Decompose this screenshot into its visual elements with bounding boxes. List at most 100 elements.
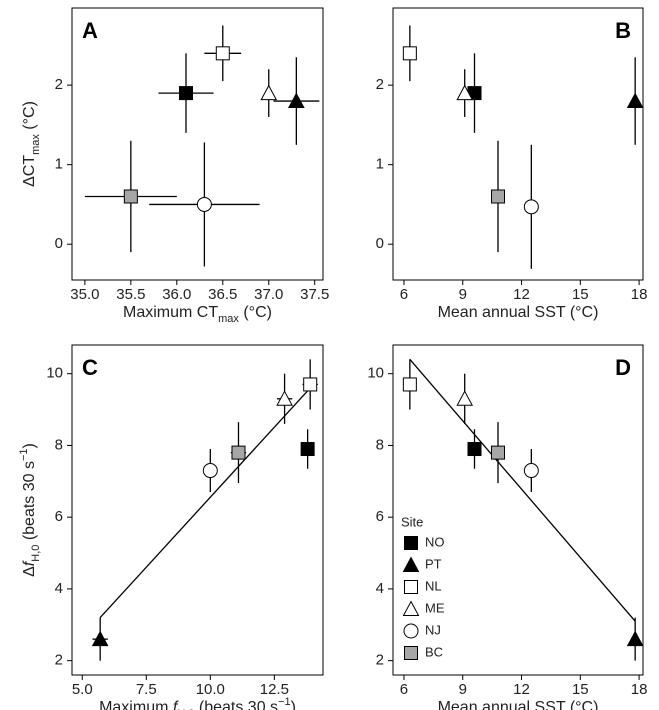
legend-label: NL — [425, 578, 442, 593]
y-tick-label: 10 — [367, 365, 384, 382]
marker — [402, 377, 417, 392]
x-axis-label: Maximum CTmax (°C) — [123, 304, 272, 325]
trend-line — [409, 358, 636, 622]
label-part: H,0 — [30, 545, 42, 562]
label-part: (°C) — [21, 101, 38, 134]
x-tick-label: 12.5 — [260, 681, 289, 698]
legend-swatch — [402, 600, 420, 616]
label-part: f — [21, 560, 38, 566]
marker — [491, 189, 506, 204]
y-tick-label: 8 — [376, 436, 384, 453]
panel-label: B — [615, 18, 631, 43]
panel-label: A — [82, 18, 98, 43]
x-tick-label: 7.5 — [136, 681, 157, 698]
legend-swatch — [404, 580, 418, 594]
x-tick-label: 15 — [572, 681, 589, 698]
label-part: Mean annual SST (°C) — [438, 699, 599, 710]
y-tick-label: 2 — [376, 76, 384, 93]
label-part: Maximum — [99, 699, 173, 710]
marker — [231, 445, 246, 460]
marker — [288, 92, 305, 109]
y-tick-label: 8 — [55, 436, 63, 453]
legend-entry: NL — [404, 578, 442, 594]
marker — [202, 463, 218, 479]
marker — [123, 189, 138, 204]
label-part: Mean annual SST (°C) — [438, 304, 599, 321]
label-part: f — [173, 699, 179, 710]
legend-swatch — [404, 536, 418, 550]
legend-entry: NJ — [403, 622, 441, 639]
legend-title: Site — [401, 514, 423, 529]
label-part: (beats 30 s — [194, 699, 278, 710]
x-tick-label: 35.5 — [116, 286, 145, 303]
legend-label: NO — [425, 534, 445, 549]
y-tick-label: 0 — [55, 235, 63, 252]
label-part: Δ — [21, 566, 38, 577]
label-part: −1 — [18, 448, 30, 461]
x-tick-label: 12 — [513, 681, 530, 698]
legend-swatch — [402, 556, 420, 572]
x-axis-label: Maximum fH,0 (beats 30 s−1) — [99, 696, 296, 710]
x-tick-label: 37.5 — [300, 286, 329, 303]
label-part: ) — [291, 699, 296, 710]
y-tick-label: 2 — [55, 652, 63, 669]
label-part: max — [218, 313, 239, 325]
marker — [626, 92, 644, 109]
x-axis-label: Mean annual SST (°C) — [438, 304, 599, 321]
x-tick-label: 6 — [400, 681, 408, 698]
marker — [196, 196, 212, 212]
legend-entry: BC — [404, 644, 443, 660]
y-axis-label: ΔfH,0 (beats 30 s−1) — [18, 443, 42, 577]
marker — [467, 442, 482, 457]
x-tick-label: 10.0 — [196, 681, 225, 698]
x-axis-label: Mean annual SST (°C) — [438, 699, 599, 710]
marker — [91, 630, 109, 647]
x-tick-label: 36.5 — [208, 286, 237, 303]
legend-entry: PT — [402, 556, 442, 572]
x-tick-label: 12 — [513, 286, 530, 303]
marker — [402, 46, 417, 61]
legend-entry: NO — [404, 534, 445, 550]
y-tick-label: 2 — [55, 76, 63, 93]
x-tick-label: 37.0 — [254, 286, 283, 303]
legend-swatch — [404, 646, 418, 660]
legend-label: NJ — [425, 622, 441, 637]
label-part: ) — [21, 443, 38, 448]
legend-label: ME — [425, 600, 445, 615]
plot-frame — [71, 344, 324, 676]
plot-frame — [392, 344, 644, 676]
marker — [626, 630, 644, 647]
marker — [179, 86, 194, 101]
panel-label: C — [82, 355, 98, 380]
marker — [215, 46, 230, 61]
marker — [276, 390, 293, 406]
panel-label: D — [615, 355, 631, 380]
marker — [523, 199, 539, 215]
y-tick-label: 10 — [46, 365, 63, 382]
plot-frame — [392, 7, 644, 281]
label-part: H,0 — [177, 708, 194, 710]
x-tick-label: 15 — [572, 286, 589, 303]
y-tick-label: 4 — [55, 580, 63, 597]
label-part: ΔCT — [21, 155, 38, 187]
x-tick-label: 9 — [459, 286, 467, 303]
legend-swatch — [403, 623, 419, 639]
marker — [456, 390, 474, 406]
y-tick-label: 1 — [55, 156, 63, 173]
marker — [303, 377, 318, 392]
x-tick-label: 5.0 — [72, 681, 93, 698]
y-tick-label: 1 — [376, 156, 384, 173]
legend-entry: ME — [402, 600, 445, 616]
y-tick-label: 6 — [376, 508, 384, 525]
label-part: −1 — [278, 696, 291, 708]
x-tick-label: 9 — [459, 681, 467, 698]
marker — [260, 84, 278, 101]
marker — [456, 84, 474, 101]
marker — [300, 442, 315, 457]
y-tick-label: 0 — [376, 235, 384, 252]
y-axis-label: ΔCTmax (°C) — [21, 101, 42, 187]
label-part: max — [30, 134, 42, 155]
y-tick-label: 4 — [376, 580, 384, 597]
x-tick-label: 6 — [400, 286, 408, 303]
